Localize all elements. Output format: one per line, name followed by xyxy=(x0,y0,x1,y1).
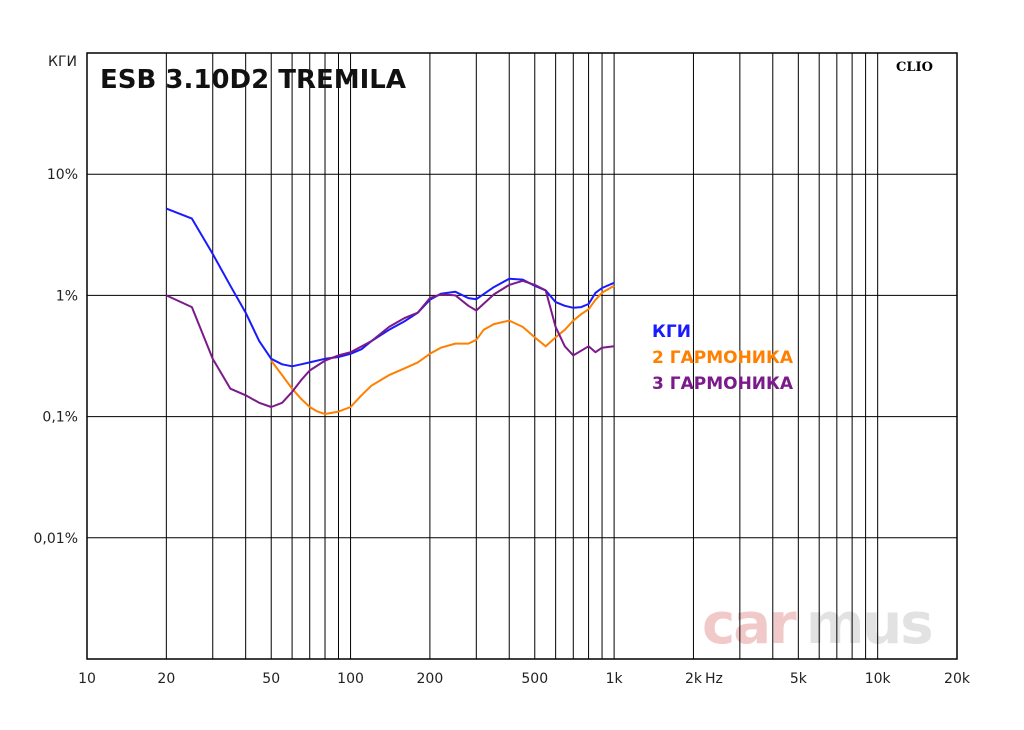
x-tick-label: 20k xyxy=(944,671,971,687)
legend-entry: 2 ГАРМОНИКА xyxy=(652,348,794,368)
x-tick-label: 10 xyxy=(78,671,96,687)
x-tick-label: 5k xyxy=(790,671,808,687)
y-tick-labels: 10% 1% 0,1% 0,01% xyxy=(34,167,78,547)
x-tick-label: 100 xyxy=(337,671,364,687)
y-tick-label: 10% xyxy=(47,167,78,183)
x-tick-label: 10k xyxy=(865,671,892,687)
legend: КГИ 2 ГАРМОНИКА 3 ГАРМОНИКА xyxy=(652,322,794,394)
legend-entry: КГИ xyxy=(652,322,691,342)
watermark-logo: car mus xyxy=(702,592,934,657)
y-tick-label: 0,01% xyxy=(34,531,78,547)
clio-brand: CLIO xyxy=(896,60,933,75)
x-tick-label: 1k xyxy=(606,671,624,687)
watermark-car: car xyxy=(702,592,797,657)
plot-frame xyxy=(86,52,958,660)
x-axis-unit: Hz xyxy=(705,671,723,687)
x-tick-label: 50 xyxy=(262,671,280,687)
y-tick-label: 0,1% xyxy=(42,410,78,426)
x-tick-label: 20 xyxy=(157,671,175,687)
series-layer xyxy=(165,207,615,415)
series-line-2-гармоника xyxy=(270,284,615,415)
x-tick-label: 200 xyxy=(417,671,444,687)
legend-entry: 3 ГАРМОНИКА xyxy=(652,374,794,394)
x-tick-label: 2k xyxy=(685,671,703,687)
series-line-3-гармоника xyxy=(165,279,615,408)
x-tick-labels: 10 20 50 100 200 500 1k 2k 5k 10k 20k xyxy=(78,671,971,687)
y-tick-label: 1% xyxy=(56,288,78,304)
watermark-mus: mus xyxy=(806,592,932,657)
x-tick-label: 500 xyxy=(521,671,548,687)
y-axis-label: КГИ xyxy=(48,54,77,70)
chart-title: ESB 3.10D2 TREMILA xyxy=(100,65,406,95)
